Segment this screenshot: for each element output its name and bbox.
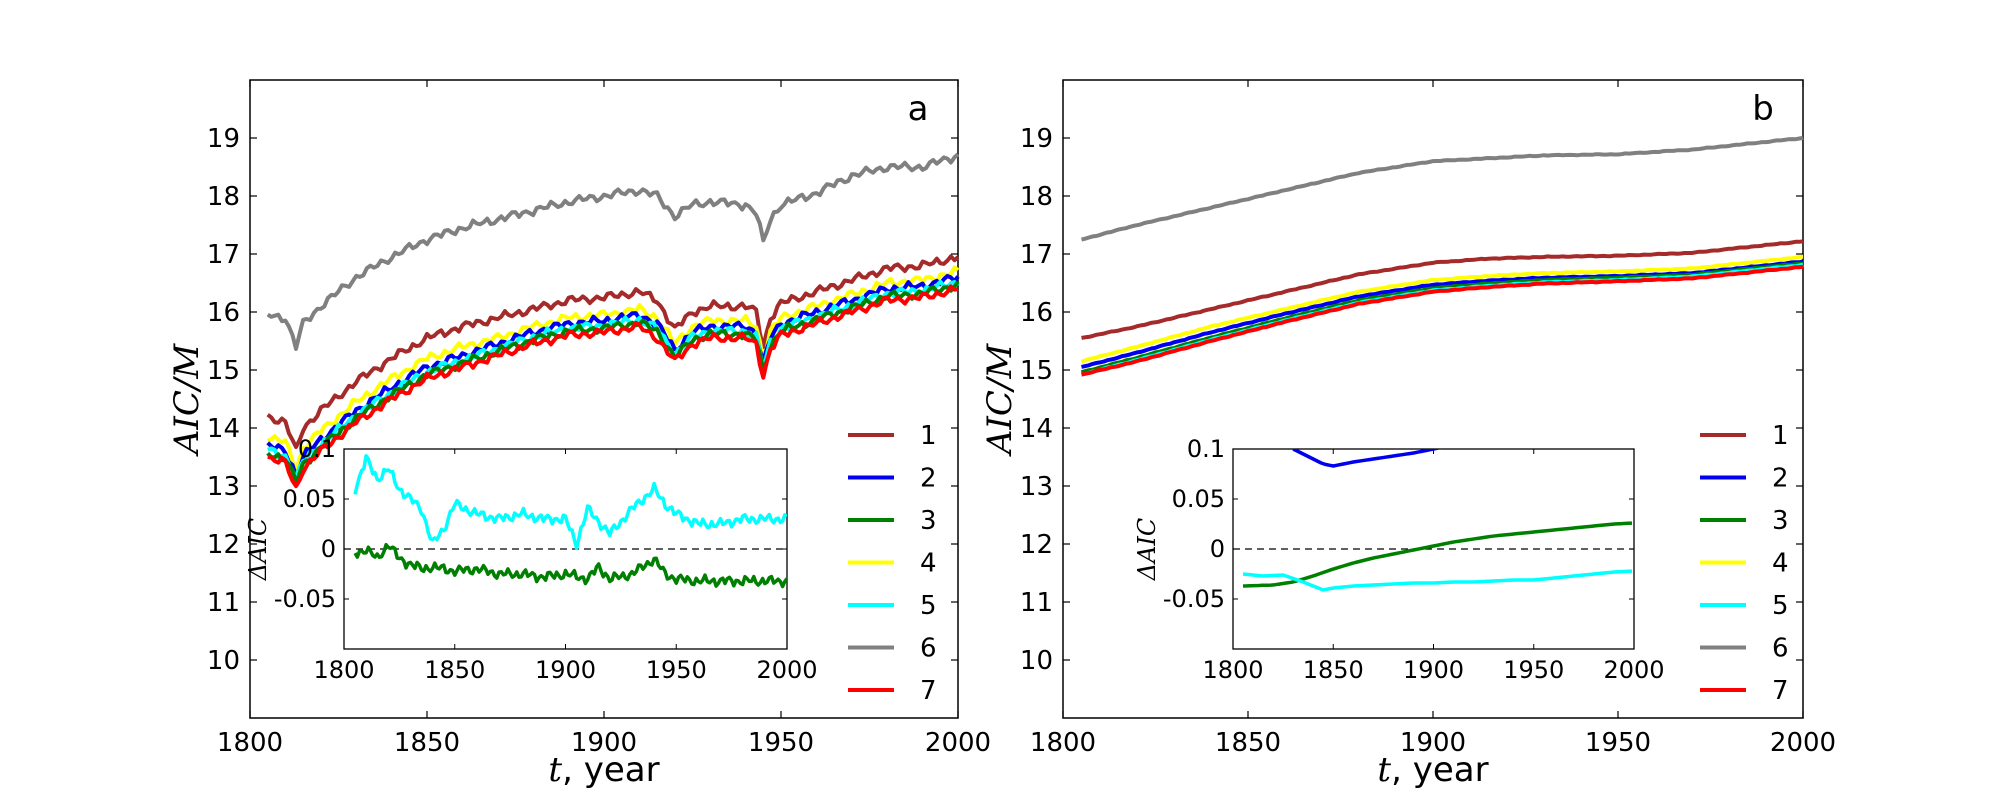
inset-x-tick-label: 1900	[535, 656, 596, 684]
y-tick-label: 17	[1020, 240, 1053, 270]
y-axis-label: AIC/M	[980, 343, 1020, 457]
series-line-6	[1081, 135, 1804, 242]
y-tick-label: 18	[207, 182, 240, 212]
series-line-1	[1081, 239, 1804, 340]
inset-series-line-3	[353, 542, 787, 589]
inset-x-tick-label: 2000	[1603, 656, 1664, 684]
inset-y-tick-label: 0.1	[298, 435, 336, 463]
x-axis-variable: t	[548, 750, 562, 790]
legend: 1 2 3 4 5 6 7	[1700, 421, 1789, 706]
inset-x-tick-label: 1950	[1503, 656, 1564, 684]
legend-label-3: 3	[920, 506, 937, 536]
series-line-4	[1080, 254, 1803, 364]
x-tick-label: 1850	[1215, 728, 1281, 758]
y-tick-label: 13	[1020, 472, 1053, 502]
inset-y-tick-label: 0	[1210, 535, 1225, 563]
legend-label-7: 7	[1772, 676, 1789, 706]
inset-series-line-5	[353, 454, 787, 551]
inset-x-tick-label: 2000	[756, 656, 817, 684]
legend-label-2: 2	[1772, 464, 1789, 494]
inset-y-axis-label: ΔAIC	[244, 518, 272, 582]
y-tick-label: 15	[207, 356, 240, 386]
x-axis-label: t, year	[548, 750, 659, 790]
series-line-7	[267, 284, 959, 489]
inset-lines	[1242, 449, 1633, 592]
series-line-6	[266, 152, 960, 351]
inset-y-tick-label: 0	[321, 535, 336, 563]
x-tick-label: 1800	[217, 728, 283, 758]
x-axis-unit: , year	[1391, 750, 1488, 790]
legend-label-3: 3	[1772, 506, 1789, 536]
y-axis-label: AIC/M	[167, 343, 207, 457]
inset-series-line-2	[1292, 449, 1443, 468]
x-axis-variable: t	[1377, 750, 1391, 790]
y-tick-label: 12	[207, 530, 240, 560]
x-tick-label: 2000	[925, 728, 991, 758]
y-tick-label: 13	[207, 472, 240, 502]
x-axis-label: t, year	[1377, 750, 1488, 790]
y-tick-label: 16	[207, 298, 240, 328]
inset-plot: 1800 1850 1900 1950 2000 -0.05 0 0.05 0.1 ΔAIC	[1133, 435, 1665, 684]
y-tick-label: 19	[1020, 124, 1053, 154]
legend-label-5: 5	[920, 591, 937, 621]
y-tick-label: 10	[1020, 646, 1053, 676]
panel-label: a	[908, 89, 929, 129]
legend: 1 2 3 4 5 6 7	[848, 421, 937, 706]
y-tick-label: 18	[1020, 182, 1053, 212]
x-tick-label: 1900	[1400, 728, 1466, 758]
legend-label-5: 5	[1772, 591, 1789, 621]
legend-label-1: 1	[920, 421, 937, 451]
inset-x-tick-label: 1950	[646, 656, 707, 684]
inset-y-tick-label: -0.05	[1163, 585, 1225, 613]
series-line-7	[1081, 264, 1804, 377]
inset-x-tick-label: 1800	[1202, 656, 1263, 684]
x-tick-label: 1900	[571, 728, 637, 758]
panel-b: 1800 1850 1900 1950 200010111213141516171819…	[980, 79, 1836, 790]
y-tick-label: 12	[1020, 530, 1053, 560]
x-tick-label: 1850	[394, 728, 460, 758]
series-line-2	[1081, 259, 1804, 369]
x-tick-label: 1950	[748, 728, 814, 758]
x-tick-label: 2000	[1770, 728, 1836, 758]
legend-label-4: 4	[1772, 549, 1789, 579]
legend-label-6: 6	[920, 634, 937, 664]
inset-y-tick-label: 0.1	[1187, 435, 1225, 463]
inset-series-line-3	[1242, 521, 1633, 588]
y-tick-label: 11	[1020, 588, 1053, 618]
y-tick-label: 17	[207, 240, 240, 270]
inset-x-tick-label: 1800	[313, 656, 374, 684]
inset-lines	[353, 454, 787, 589]
inset-x-tick-label: 1900	[1403, 656, 1464, 684]
x-axis-unit: , year	[562, 750, 659, 790]
y-tick-label: 11	[207, 588, 240, 618]
y-tick-label: 14	[207, 414, 240, 444]
y-tick-label: 14	[1020, 414, 1053, 444]
y-tick-label: 19	[207, 124, 240, 154]
legend-label-1: 1	[1772, 421, 1789, 451]
legend-label-2: 2	[920, 464, 937, 494]
legend-label-6: 6	[1772, 634, 1789, 664]
y-tick-label: 15	[1020, 356, 1053, 386]
x-tick-label: 1950	[1585, 728, 1651, 758]
x-tick-label: 1800	[1030, 728, 1096, 758]
inset-x-tick-label: 1850	[1303, 656, 1364, 684]
inset-y-tick-label: 0.05	[1172, 485, 1225, 513]
inset-series-line-5	[1242, 569, 1633, 592]
legend-label-4: 4	[920, 549, 937, 579]
y-tick-label: 16	[1020, 298, 1053, 328]
series-line-1	[266, 254, 960, 449]
inset-plot: 1800 1850 1900 1950 2000 -0.05 0 0.05 0.1 ΔAIC	[244, 435, 818, 684]
inset-x-tick-label: 1850	[424, 656, 485, 684]
panel-label: b	[1752, 89, 1774, 129]
panel-a: 1800 1850 1900 1950 200010111213141516171819…	[167, 79, 991, 790]
inset-y-tick-label: 0.05	[283, 485, 336, 513]
inset-y-axis-label: ΔAIC	[1133, 518, 1161, 582]
y-tick-label: 10	[207, 646, 240, 676]
inset-y-tick-label: -0.05	[274, 585, 336, 613]
legend-label-7: 7	[920, 676, 937, 706]
